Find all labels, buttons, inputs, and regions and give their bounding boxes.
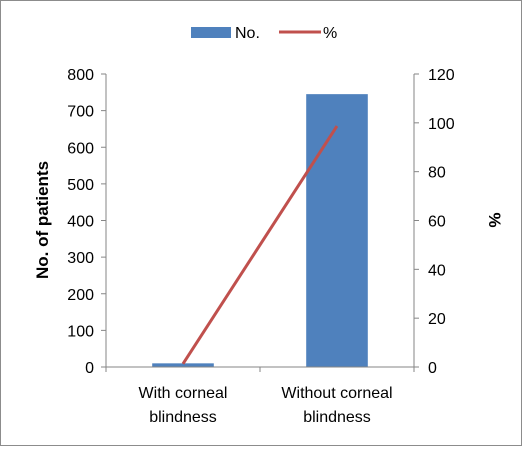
y-left-tick-label: 300 bbox=[67, 250, 94, 267]
y-left-tick-label: 800 bbox=[67, 67, 94, 84]
y-left-tick-label: 0 bbox=[85, 360, 94, 377]
y-left-tick-label: 700 bbox=[67, 104, 94, 121]
y-left-tick-label: 100 bbox=[67, 323, 94, 340]
legend-swatch-bar bbox=[191, 27, 231, 38]
y-left-tick-label: 400 bbox=[67, 214, 94, 231]
y-right-tick-label: 60 bbox=[428, 214, 446, 231]
y-left-tick-label: 200 bbox=[67, 287, 94, 304]
legend-label-line: % bbox=[323, 25, 337, 42]
bar bbox=[306, 94, 368, 367]
y-axis-right-title: % bbox=[485, 212, 504, 227]
y-right-tick-label: 120 bbox=[428, 67, 455, 84]
y-right-tick-label: 0 bbox=[428, 360, 437, 377]
y-right-tick-label: 100 bbox=[428, 116, 455, 133]
y-left-tick-label: 500 bbox=[67, 177, 94, 194]
y-left-tick-label: 600 bbox=[67, 140, 94, 157]
y-right-tick-label: 40 bbox=[428, 262, 446, 279]
y-right-tick-label: 20 bbox=[428, 311, 446, 328]
y-right-tick-label: 80 bbox=[428, 165, 446, 182]
legend-label-bar: No. bbox=[235, 25, 260, 42]
y-axis-left-title: No. of patients bbox=[33, 161, 52, 279]
